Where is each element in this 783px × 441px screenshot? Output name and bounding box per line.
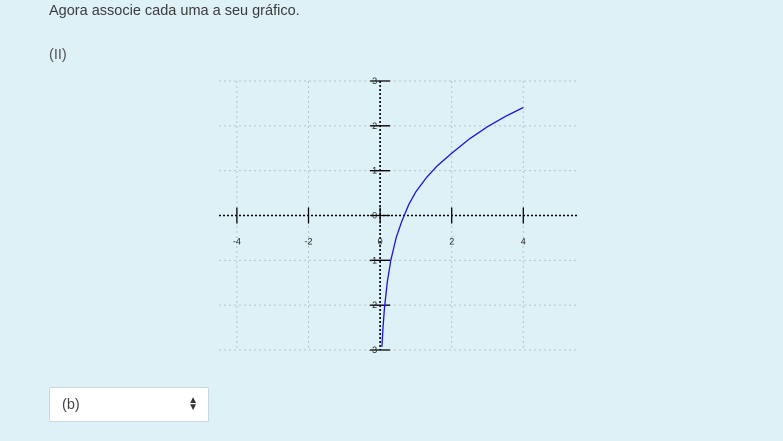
x-tick-label: -2 xyxy=(304,237,312,247)
function-curve xyxy=(381,106,524,347)
item-label: (II) xyxy=(49,47,67,63)
answer-select-value: (b) xyxy=(62,397,80,413)
y-tick-label: 1 xyxy=(372,166,377,176)
y-tick-label: 3 xyxy=(372,76,377,86)
instruction-text: Agora associe cada uma a seu gráfico. xyxy=(49,3,300,19)
y-tick-label: 2 xyxy=(372,121,377,131)
x-tick-label: -4 xyxy=(233,237,241,247)
x-tick-label: 0 xyxy=(378,237,383,247)
y-tick-label: -1 xyxy=(369,255,377,265)
y-tick-label: 0 xyxy=(372,211,377,221)
answer-select[interactable]: (b) ▲ ▼ xyxy=(49,387,209,422)
up-down-arrows-icon: ▲ ▼ xyxy=(188,395,198,413)
x-tick-label: 4 xyxy=(521,237,526,247)
y-tick-label: -2 xyxy=(369,300,377,310)
tick-marks xyxy=(236,80,524,351)
x-tick-label: 2 xyxy=(449,237,454,247)
y-tick-label: -3 xyxy=(369,345,377,355)
